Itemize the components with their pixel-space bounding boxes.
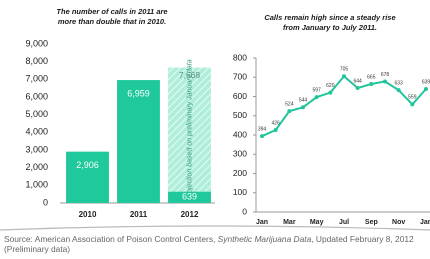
y-tick-label: 7,000 [25, 74, 48, 84]
value-label: 678 [381, 72, 390, 78]
y-tick-label: 9,000 [25, 38, 48, 48]
value-label: 639 [182, 191, 197, 201]
chart-title: from January to July 2011. [283, 23, 377, 32]
y-tick-label: 600 [233, 91, 247, 101]
x-tick-label: Jul [339, 219, 349, 226]
x-tick-label: May [310, 219, 324, 226]
y-tick-label: 700 [233, 72, 247, 82]
point [397, 88, 401, 92]
value-label: 597 [312, 87, 321, 93]
source: Source: American Association of Poison C… [4, 234, 424, 254]
point [383, 79, 387, 83]
point [287, 109, 291, 113]
y-tick-label: 4,000 [25, 127, 48, 137]
y-tick-label: 200 [233, 168, 247, 178]
point [260, 134, 264, 138]
value-label: 524 [285, 101, 294, 107]
point [342, 74, 346, 78]
value-label: 705 [340, 67, 349, 73]
bar [117, 80, 160, 203]
y-tick-label: 0 [242, 206, 247, 216]
point [328, 91, 332, 95]
y-tick-label: 5,000 [25, 109, 48, 119]
point [274, 128, 278, 132]
value-label: 639 [422, 79, 430, 85]
x-tick-label: Jan [256, 219, 268, 226]
x-tick-label: 2012 [181, 210, 199, 219]
y-tick-label: 1,000 [25, 180, 48, 190]
page: {"chart_data": [ {"type": "bar", "title"… [0, 0, 430, 259]
projection-note: Projection based on preliminary January … [186, 59, 193, 200]
y-tick-label: 2,000 [25, 162, 48, 172]
point [356, 86, 360, 90]
y-tick-label: 6,000 [25, 91, 48, 101]
y-tick-label: 100 [233, 187, 247, 197]
point [315, 95, 319, 99]
value-label: 559 [408, 95, 417, 101]
value-label: 665 [367, 74, 376, 80]
value-label: 394 [258, 126, 267, 132]
y-tick-label: 8,000 [25, 56, 48, 66]
value-label: 544 [299, 98, 308, 104]
value-label: 6,959 [127, 88, 150, 98]
y-tick-label: 3,000 [25, 144, 48, 154]
point [369, 82, 373, 86]
x-tick-label: Nov [392, 219, 405, 226]
x-tick-label: 2011 [130, 210, 148, 219]
chart-title: Calls remain high since a steady rise [264, 13, 395, 22]
chart-title: The number of calls in 2011 are [56, 7, 167, 16]
x-tick-label: Jan [420, 219, 430, 226]
value-label: 2,906 [76, 160, 99, 170]
source-text: Source: American Association of Poison C… [4, 234, 218, 244]
value-label: 633 [394, 80, 403, 86]
chart-title: more than double that in 2010. [58, 17, 166, 26]
chart: The number of calls in 2011 are more tha… [0, 0, 430, 259]
y-tick-label: 0 [43, 197, 48, 207]
x-tick-label: Sep [365, 219, 378, 226]
x-tick-label: 2010 [79, 210, 97, 219]
y-tick-label: 300 [233, 149, 247, 159]
y-tick-label: 400 [233, 129, 247, 139]
point [410, 102, 414, 106]
x-tick-label: Mar [283, 219, 296, 226]
value-label: 426 [271, 120, 280, 126]
source-text: Synthetic Marijuana Data [218, 234, 312, 244]
y-tick-label: 800 [233, 52, 247, 62]
value-label: 644 [353, 78, 362, 84]
frame-curve [0, 226, 430, 230]
point [301, 105, 305, 109]
value-label: 620 [326, 83, 335, 89]
y-tick-label: 500 [233, 110, 247, 120]
point [424, 87, 428, 91]
